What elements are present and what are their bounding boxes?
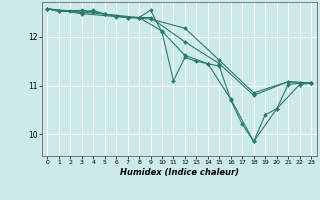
X-axis label: Humidex (Indice chaleur): Humidex (Indice chaleur): [120, 168, 239, 177]
